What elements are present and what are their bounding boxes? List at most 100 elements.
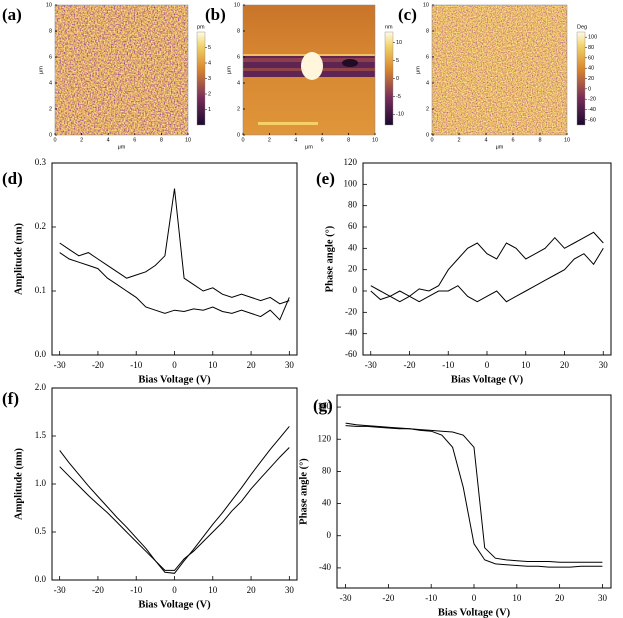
- y-tick-label: 2.0: [35, 382, 47, 392]
- x-tick-label: -10: [130, 360, 142, 370]
- y-tick-label: 0: [353, 285, 358, 295]
- colorbar: [196, 31, 206, 126]
- x-tick-label: 4: [107, 137, 110, 143]
- panel-label: (b): [205, 5, 226, 24]
- x-tick-label: -30: [365, 360, 377, 370]
- y-tick-label: 20: [348, 264, 358, 274]
- y-axis-label: μm: [38, 66, 44, 74]
- y-tick-label: 80: [348, 200, 358, 210]
- colorbar-tick-label: 20: [588, 76, 594, 82]
- y-tick-label: 4: [237, 80, 240, 86]
- y-axis-label: Amplitude (nm): [13, 447, 24, 520]
- x-tick-label: 4: [484, 137, 487, 143]
- x-tick-label: 2: [80, 137, 83, 143]
- colorbar-tick-label: 80: [588, 45, 594, 51]
- colorbar-tick-label: 100: [588, 35, 597, 41]
- colorbar-label: pm: [197, 24, 205, 30]
- x-tick-label: 2: [268, 137, 271, 143]
- colorbar-tick-label: -40: [588, 107, 596, 113]
- y-tick-label: 0.0: [35, 349, 47, 359]
- afm-image: [55, 5, 188, 135]
- y-tick-label: 10: [423, 2, 429, 8]
- y-tick-label: 6: [237, 54, 240, 60]
- x-axis-label: Bias Voltage (V): [138, 374, 211, 385]
- y-tick-label: 4: [426, 80, 429, 86]
- y-axis-label: Phase angle (°): [298, 458, 309, 525]
- x-tick-label: -10: [442, 360, 454, 370]
- x-tick-label: -20: [382, 593, 394, 603]
- panel-label: (f): [2, 389, 19, 408]
- y-tick-label: 0.2: [35, 221, 46, 231]
- colorbar-label: Deg: [577, 24, 587, 30]
- data-line: [59, 447, 290, 571]
- colorbar-tick-label: 3: [208, 76, 211, 82]
- data-line: [345, 425, 603, 563]
- x-tick-label: 0: [430, 137, 433, 143]
- y-tick-label: 40: [348, 242, 358, 252]
- x-tick-label: 10: [208, 585, 218, 595]
- x-axis-label: μm: [496, 144, 504, 150]
- x-axis-label: Bias Voltage (V): [451, 374, 524, 385]
- y-tick-label: 6: [49, 54, 52, 60]
- x-axis-label: Bias Voltage (V): [438, 607, 511, 618]
- x-tick-label: 0: [172, 360, 177, 370]
- y-axis-label: μm: [226, 66, 232, 74]
- y-tick-label: 160: [318, 401, 332, 411]
- x-tick-label: 10: [372, 137, 378, 143]
- plot-frame: [51, 387, 298, 581]
- panel-label: (a): [2, 5, 22, 24]
- x-axis-label: Bias Voltage (V): [138, 599, 211, 610]
- y-tick-label: 0.3: [35, 157, 47, 167]
- y-tick-label: 80: [322, 465, 332, 475]
- x-tick-label: 0: [241, 137, 244, 143]
- plot-frame: [336, 394, 612, 589]
- y-axis-label: Amplitude (nm): [13, 222, 24, 295]
- data-line: [59, 426, 290, 574]
- y-tick-label: 10: [46, 2, 52, 8]
- y-tick-label: -40: [345, 328, 357, 338]
- x-tick-label: 30: [285, 360, 295, 370]
- x-tick-label: -30: [54, 360, 66, 370]
- y-tick-label: 60: [348, 221, 358, 231]
- y-tick-label: 8: [237, 28, 240, 34]
- x-tick-label: 20: [560, 360, 570, 370]
- x-tick-label: 6: [133, 137, 136, 143]
- y-tick-label: 0.1: [35, 285, 46, 295]
- data-line: [59, 252, 290, 321]
- x-tick-label: 20: [247, 585, 257, 595]
- y-tick-label: 2: [426, 106, 429, 112]
- x-tick-label: 30: [599, 360, 609, 370]
- data-line: [370, 231, 604, 297]
- y-tick-label: 0: [49, 132, 52, 138]
- afm-image: [432, 5, 567, 135]
- panel-label: (e): [316, 169, 335, 188]
- data-line: [370, 248, 604, 303]
- x-tick-label: 10: [512, 593, 522, 603]
- x-axis-label: μm: [118, 144, 126, 150]
- x-axis-label: μm: [305, 144, 313, 150]
- x-tick-label: 10: [185, 137, 191, 143]
- y-tick-label: 120: [318, 433, 332, 443]
- y-tick-label: 40: [322, 498, 332, 508]
- plot-frame: [431, 4, 568, 136]
- x-tick-label: -10: [425, 593, 437, 603]
- x-tick-label: 0: [472, 593, 477, 603]
- x-tick-label: 30: [598, 593, 608, 603]
- afm-image: [243, 5, 375, 135]
- x-tick-label: -30: [54, 585, 66, 595]
- x-tick-label: 0: [485, 360, 490, 370]
- x-tick-label: 10: [564, 137, 570, 143]
- y-tick-label: 0: [327, 530, 332, 540]
- y-tick-label: -40: [319, 562, 331, 572]
- colorbar-label: nm: [385, 24, 393, 30]
- x-tick-label: -30: [340, 593, 352, 603]
- y-tick-label: 1.0: [35, 478, 47, 488]
- colorbar-tick-label: -20: [588, 97, 596, 103]
- x-tick-label: -20: [92, 585, 104, 595]
- y-tick-label: 100: [344, 178, 358, 188]
- colorbar-tick-label: -10: [396, 112, 404, 118]
- colorbar-tick-label: 0: [396, 76, 399, 82]
- plot-frame: [54, 4, 189, 136]
- panel-label: (c): [398, 5, 417, 24]
- y-tick-label: 0: [237, 132, 240, 138]
